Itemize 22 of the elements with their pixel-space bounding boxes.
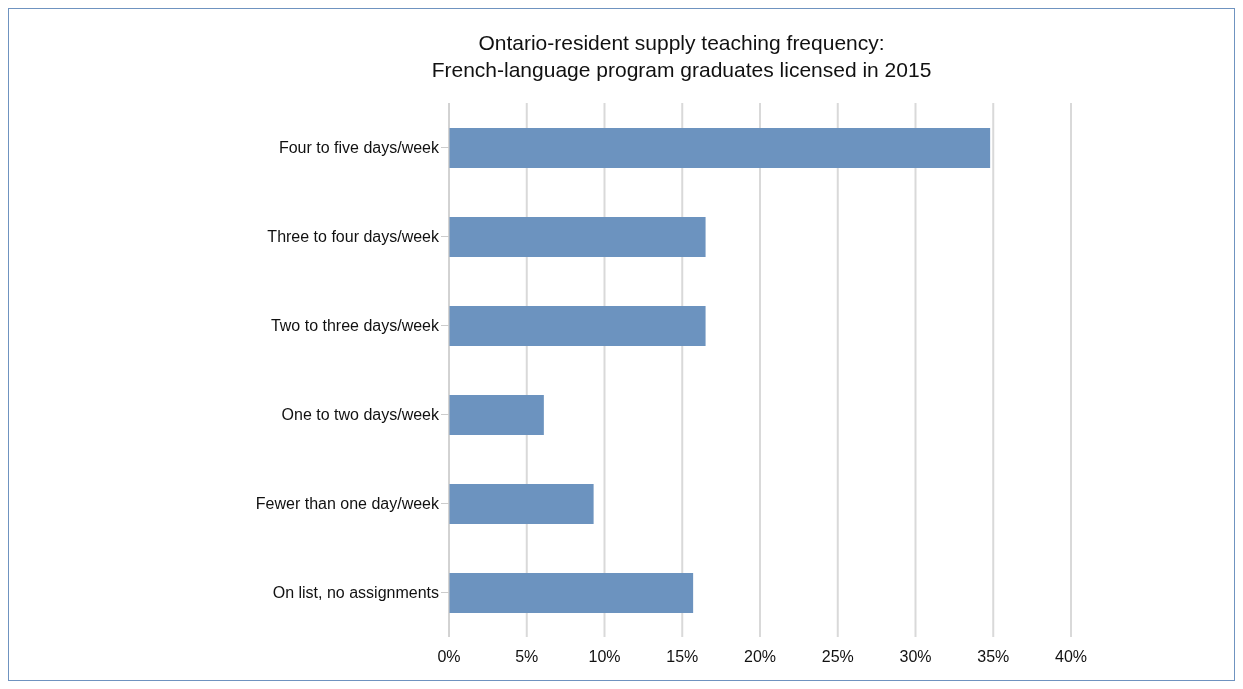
- y-tick-label: Fewer than one day/week: [255, 495, 440, 513]
- x-tick-label: 5%: [515, 648, 539, 666]
- chart-title: Ontario-resident supply teaching frequency: French-language program graduates licensed in 2015: [430, 30, 933, 83]
- x-tick-label: 0%: [437, 648, 461, 666]
- bar: [449, 306, 706, 346]
- y-tick-label: Three to four days/week: [267, 228, 440, 246]
- y-tick-label: Four to five days/week: [278, 139, 440, 157]
- bar: [449, 573, 694, 613]
- y-tick-label: On list, no assignments: [272, 584, 439, 602]
- x-tick-label: 40%: [1054, 648, 1088, 666]
- y-tick-label: Two to three days/week: [270, 317, 440, 335]
- bar: [449, 484, 594, 524]
- x-tick-label: 20%: [743, 648, 777, 666]
- x-tick-label: 10%: [588, 648, 621, 666]
- bar: [449, 217, 706, 257]
- y-tick-label: One to two days/week: [281, 406, 440, 424]
- x-tick-label: 15%: [666, 648, 699, 666]
- bar: [449, 395, 544, 435]
- bar: [449, 128, 991, 168]
- x-tick-label: 35%: [977, 648, 1010, 666]
- x-tick-label: 25%: [821, 648, 854, 666]
- x-tick-label: 30%: [899, 648, 932, 666]
